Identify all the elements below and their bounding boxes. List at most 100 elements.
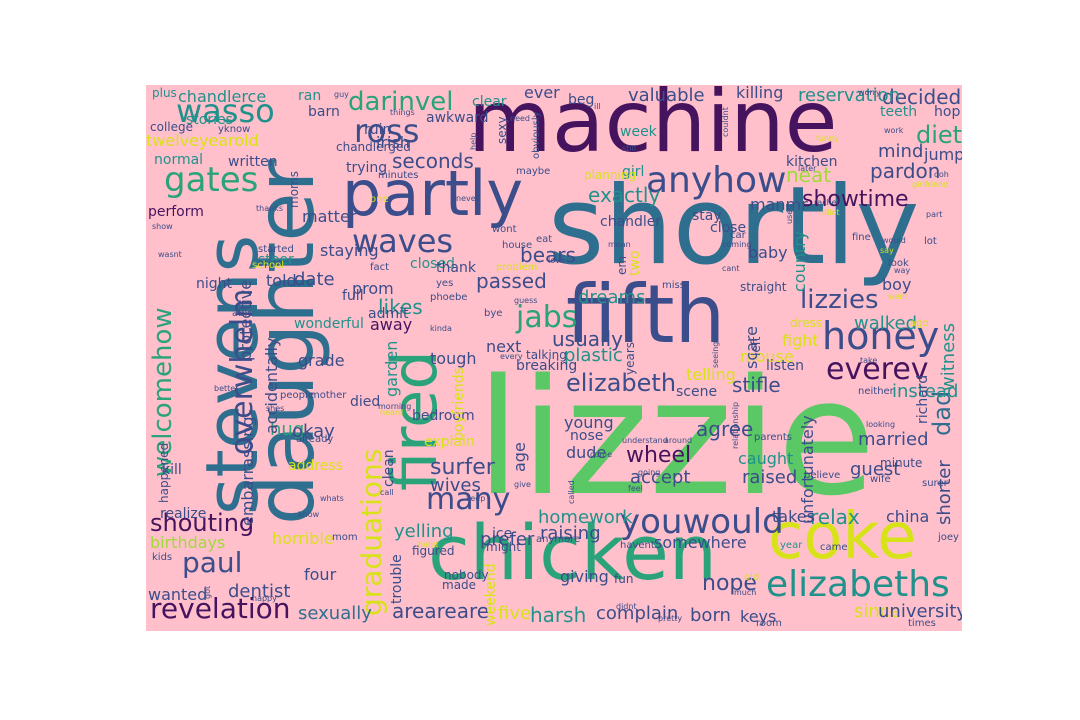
cloud-word-miss: miss: [662, 280, 685, 291]
cloud-word-anyhow: anyhow: [646, 160, 787, 201]
cloud-word-left: left: [749, 336, 763, 356]
cloud-word-many: many: [426, 482, 511, 517]
cloud-word-china: china: [886, 507, 930, 526]
cloud-word-eat: eat: [536, 234, 553, 245]
cloud-word-bye: bye: [484, 308, 503, 319]
cloud-word-harsh: harsh: [530, 603, 587, 627]
cloud-word-happened: happened: [157, 442, 171, 503]
cloud-word-telling: telling: [686, 365, 736, 384]
cloud-word-ever: ever: [524, 85, 560, 102]
cloud-word-people: people: [280, 390, 314, 401]
cloud-word-wont: wont: [492, 224, 517, 235]
cloud-word-around: around: [664, 436, 693, 445]
cloud-word-dentist: dentist: [228, 581, 291, 602]
cloud-word-week: week: [620, 124, 657, 140]
cloud-word-straight: straight: [740, 280, 787, 294]
cloud-word-didnt: didnt: [616, 602, 637, 611]
cloud-word-closed: closed: [410, 256, 455, 272]
cloud-word-hand: hand: [418, 540, 439, 549]
cloud-word-sexy: sexy: [495, 116, 509, 144]
cloud-word-machine: machine: [468, 85, 838, 172]
cloud-word-elizabeth: elizabeth: [566, 369, 677, 397]
cloud-word-fifth: fifth: [566, 268, 726, 361]
cloud-word-old: old: [744, 572, 760, 583]
cloud-word-country: country: [790, 231, 809, 293]
cloud-word-jabs: jabs: [516, 300, 578, 335]
cloud-word-everev: everev: [826, 352, 929, 387]
cloud-word-surer: surer: [922, 478, 948, 489]
cloud-word-mom: mom: [332, 532, 358, 543]
cloud-word-rachel: rachel: [814, 198, 839, 207]
cloud-word-ill: ill: [594, 102, 601, 111]
cloud-word-bears: bears: [520, 243, 576, 267]
cloud-word-one: one: [370, 194, 389, 205]
cloud-word-ice: ice: [492, 526, 513, 542]
cloud-word-university: university: [878, 601, 962, 622]
cloud-word-came: came: [820, 542, 848, 553]
cloud-word-need: need: [510, 114, 530, 123]
cloud-word-wanted: wanted: [148, 585, 208, 604]
cloud-word-cant: cant: [722, 264, 740, 273]
cloud-word-okay: okay: [292, 421, 335, 442]
cloud-word-shortly: shortly: [548, 164, 920, 289]
cloud-word-morning: morning: [378, 402, 412, 411]
cloud-word-protective: protective: [236, 279, 255, 361]
cloud-word-fight: fight: [782, 331, 819, 350]
cloud-word-able: able: [232, 308, 254, 319]
cloud-word-garden: garden: [382, 340, 401, 397]
cloud-word-died: died: [350, 394, 381, 410]
cloud-word-complain: complain: [596, 603, 679, 624]
cloud-word-never: never: [456, 194, 479, 203]
cloud-word-kinda: kinda: [430, 324, 452, 333]
cloud-word-staying: staying: [320, 241, 379, 260]
cloud-word-work: work: [884, 126, 904, 135]
cloud-word-nose: nose: [570, 428, 604, 444]
cloud-word-room: room: [756, 618, 782, 629]
cloud-word-somewhere: somewhere: [654, 533, 747, 552]
cloud-word-darinvel: darinvel: [348, 87, 454, 117]
cloud-word-neither: neither: [858, 386, 894, 397]
cloud-word-problem: problem: [496, 262, 538, 273]
cloud-word-call: call: [380, 488, 394, 497]
cloud-word-mean: mean: [608, 240, 631, 249]
cloud-word-realize: realize: [160, 506, 207, 522]
cloud-word-car: car: [730, 230, 746, 241]
cloud-word-kill: kill: [162, 462, 182, 478]
cloud-word-em: em: [615, 256, 629, 276]
cloud-word-relax: relax: [810, 505, 860, 529]
cloud-word-youwould: youwould: [620, 502, 784, 542]
cloud-word-house: house: [502, 240, 533, 251]
cloud-word-paul: paul: [182, 546, 243, 579]
cloud-word-kitchen: kitchen: [786, 154, 838, 170]
cloud-word-married: married: [858, 429, 929, 450]
cloud-word-full: full: [342, 288, 364, 304]
cloud-word-prom: prom: [352, 279, 394, 298]
cloud-word-caught: caught: [738, 449, 794, 468]
cloud-word-got: got: [203, 586, 212, 600]
cloud-word-wife: wife: [870, 474, 891, 485]
cloud-word-manmr: manmr: [750, 195, 808, 214]
cloud-word-accidentally: accidentally: [262, 337, 281, 435]
cloud-word-seeing: seeing: [711, 341, 720, 368]
cloud-word-five: five: [498, 603, 532, 624]
cloud-word-likes: likes: [378, 295, 423, 319]
cloud-word-yknow: yknow: [218, 124, 251, 135]
cloud-word-mind: mind: [878, 141, 924, 162]
cloud-word-reservation: reservation: [798, 85, 901, 106]
cloud-word-obviously: obviously: [531, 111, 542, 159]
cloud-word-going: going: [638, 468, 661, 477]
cloud-word-partly: partly: [342, 157, 524, 230]
cloud-word-wonderful: wonderful: [294, 316, 364, 332]
cloud-word-minute: minute: [880, 456, 923, 470]
cloud-word-fun: fun: [614, 572, 634, 586]
cloud-word-went: went: [888, 292, 908, 301]
cloud-word-normal: normal: [154, 152, 204, 168]
cloud-word-bedroom: bedroom: [412, 408, 475, 424]
cloud-word-dress: dress: [790, 316, 823, 330]
cloud-word-maybe: maybe: [516, 166, 551, 177]
cloud-word-help: help: [469, 132, 478, 151]
cloud-word-mouse: mouse: [740, 347, 794, 366]
cloud-word-havent: havent: [620, 540, 655, 551]
cloud-word-relationship: relationship: [731, 401, 740, 449]
cloud-word-college: college: [150, 120, 193, 134]
